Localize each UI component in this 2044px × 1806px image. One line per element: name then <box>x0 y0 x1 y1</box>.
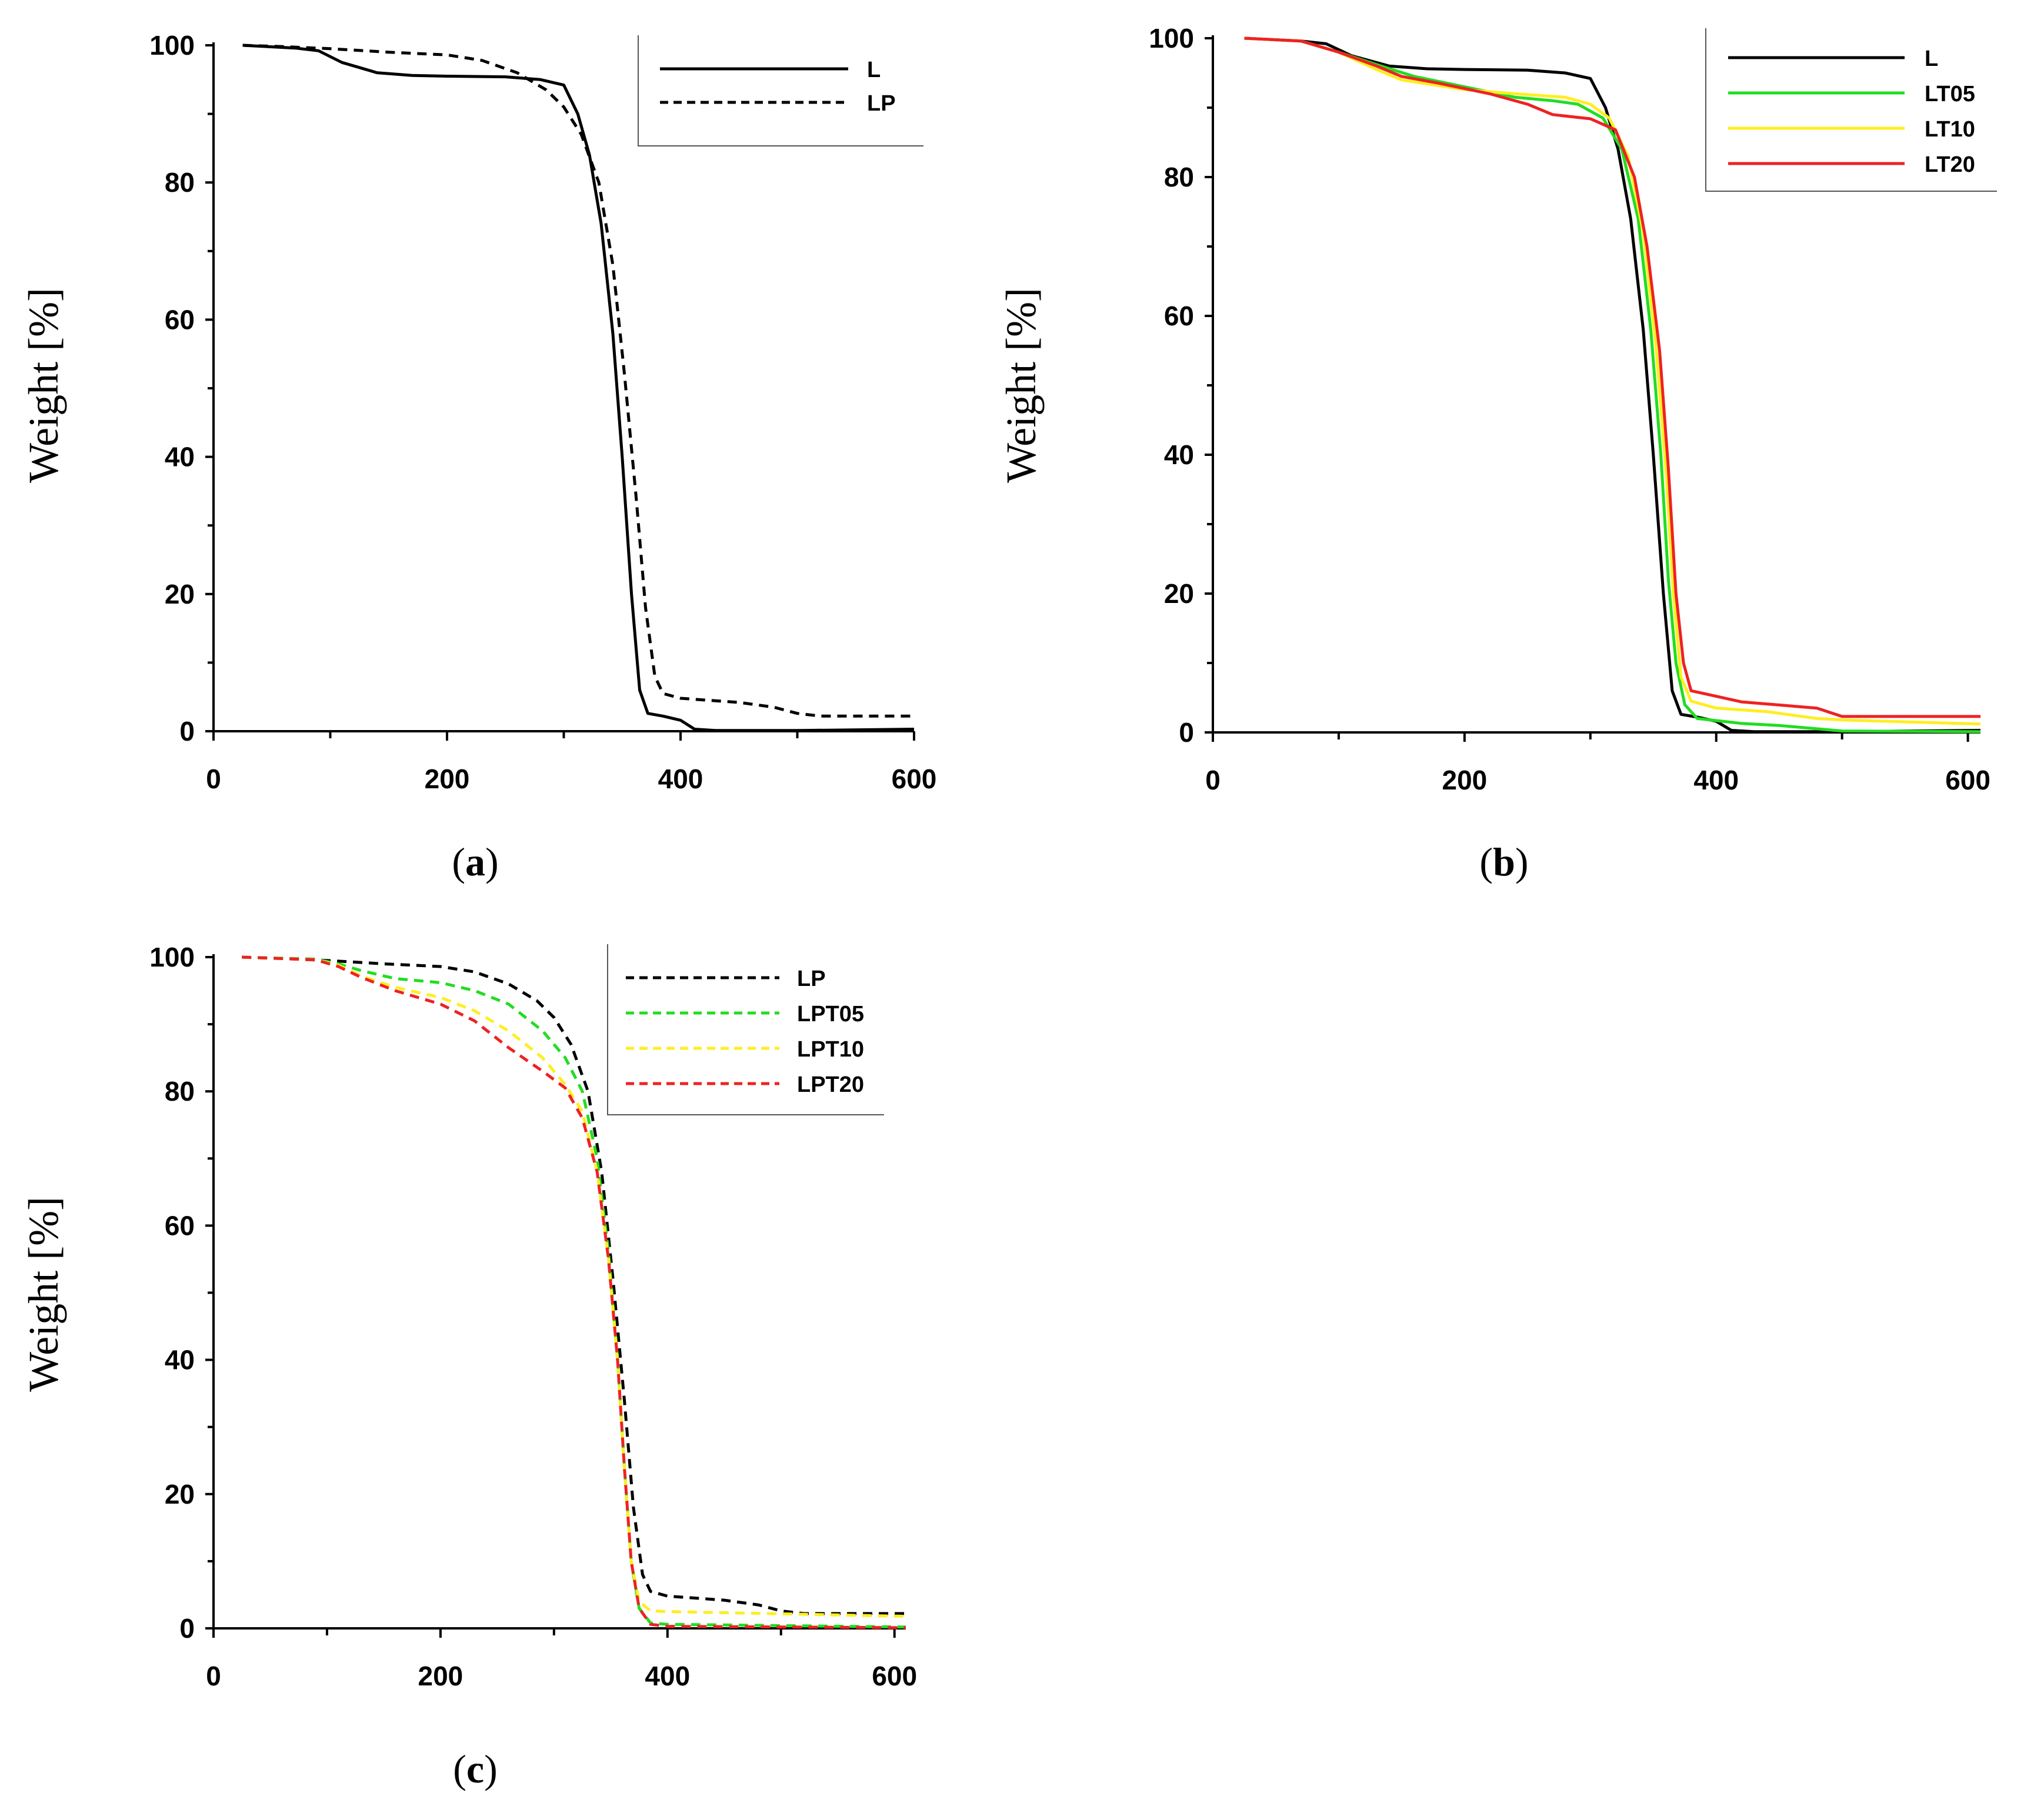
y-tick-label: 0 <box>179 1613 195 1644</box>
series-line-lt10 <box>1244 36 1981 726</box>
panel-label-open-paren: ( <box>452 839 465 884</box>
panel-label-close-paren: ) <box>485 839 499 884</box>
panel-label-open-paren: ( <box>453 1747 466 1791</box>
x-tick-label: 200 <box>1442 765 1487 795</box>
y-tick-label: 60 <box>165 1210 195 1241</box>
series-line-lpt20 <box>242 955 906 1630</box>
x-tick-label: 600 <box>892 764 937 794</box>
chart-panel-c: 0 20 40 60 80 100 0 200 400 600 Weight [%] LP LPT05 L… <box>20 942 917 1791</box>
x-tick-label: 0 <box>206 1661 221 1691</box>
y-tick-label: 20 <box>165 1479 195 1510</box>
x-tick-label: 200 <box>425 764 470 794</box>
y-axis-title: Weight [%] <box>20 288 67 483</box>
legend-label-lp: LP <box>867 91 896 116</box>
legend-label-lpt20: LPT20 <box>797 1072 864 1097</box>
legend-label-lpt10: LPT10 <box>797 1037 864 1062</box>
y-tick-label: 100 <box>149 30 195 61</box>
y-tick-label: 0 <box>1179 717 1194 748</box>
panel-label-letter: c <box>466 1747 484 1791</box>
y-tick-label: 40 <box>165 1345 195 1375</box>
x-tick-label: 400 <box>645 1661 690 1691</box>
series-line-lt05 <box>1244 36 1981 734</box>
legend-frame <box>1705 28 1997 192</box>
y-tick-label: 80 <box>165 1076 195 1107</box>
panel-label-open-paren: ( <box>1479 839 1493 884</box>
legend-label-l: L <box>1925 46 1938 71</box>
y-tick-label: 20 <box>1164 578 1194 609</box>
legend-frame <box>638 35 923 146</box>
x-tick-label: 600 <box>872 1661 917 1691</box>
series-line-lpt05 <box>242 955 906 1629</box>
y-tick-label: 40 <box>165 442 195 472</box>
legend-label-l: L <box>867 58 881 82</box>
chart-panel-b: 0 20 40 60 80 100 0 200 400 600 Weight [%] L LT05 LT1… <box>998 23 1997 884</box>
legend-label-lpt05: LPT05 <box>797 1002 864 1027</box>
series-line-l <box>1244 36 1981 734</box>
y-tick-label: 80 <box>1164 162 1194 192</box>
legend-frame <box>607 944 884 1115</box>
y-tick-label: 20 <box>165 579 195 609</box>
panel-label: (a) <box>452 839 498 884</box>
y-axis-title: Weight [%] <box>998 288 1045 483</box>
y-tick-label: 60 <box>165 304 195 335</box>
y-tick-label: 0 <box>179 716 195 747</box>
series-line-l <box>242 44 915 732</box>
y-tick-label: 40 <box>1164 439 1194 470</box>
panel-label-close-paren: ) <box>1515 839 1529 884</box>
x-tick-label: 200 <box>418 1661 464 1691</box>
x-tick-label: 600 <box>1945 765 1990 795</box>
series-line-lt20 <box>1244 36 1980 718</box>
y-tick-label: 80 <box>165 167 195 198</box>
series-line-lp <box>242 44 914 718</box>
legend-label-lp: LP <box>797 967 826 991</box>
panel-label-close-paren: ) <box>484 1747 498 1791</box>
panel-label: (b) <box>1479 839 1528 884</box>
x-tick-label: 0 <box>1205 765 1221 795</box>
x-tick-label: 400 <box>1693 765 1739 795</box>
x-tick-label: 0 <box>206 764 221 794</box>
x-tick-label: 400 <box>658 764 703 794</box>
y-tick-label: 60 <box>1164 301 1194 331</box>
y-tick-label: 100 <box>149 942 195 972</box>
legend-label-lt05: LT05 <box>1925 82 1975 106</box>
panel-label-letter: a <box>465 839 485 884</box>
series-line-lp <box>242 955 906 1615</box>
legend-label-lt10: LT10 <box>1925 117 1975 142</box>
chart-panel-a: 0 20 40 60 80 100 0 200 400 600 Weight [%] L LP (a) <box>20 30 936 884</box>
y-tick-label: 100 <box>1149 23 1194 54</box>
legend-label-lt20: LT20 <box>1925 152 1975 177</box>
y-axis-title: Weight [%] <box>20 1197 67 1392</box>
panel-label-letter: b <box>1493 839 1515 884</box>
series-line-lpt10 <box>242 955 906 1618</box>
panel-label: (c) <box>453 1747 498 1791</box>
